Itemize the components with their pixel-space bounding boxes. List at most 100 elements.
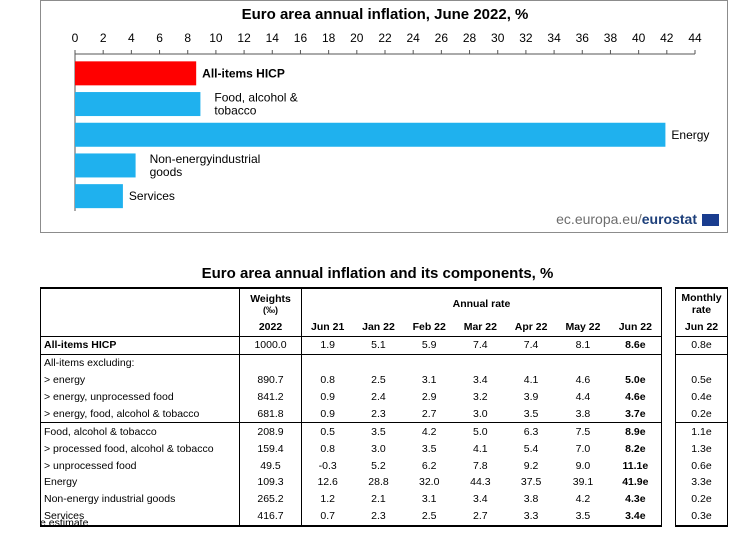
monthly-cell: 0.2e: [675, 490, 728, 508]
period-header: May 22: [556, 319, 610, 337]
rate-cell: 44.3: [470, 476, 491, 489]
weight-cell: 841.2: [239, 388, 303, 406]
header-blank: [40, 319, 240, 337]
monthly-cell: 1.3e: [675, 440, 728, 458]
rate-cell: 3.7e: [609, 405, 662, 424]
x-tick-label: 10: [209, 31, 223, 45]
x-tick-label: 6: [156, 31, 163, 45]
table-row: 0.2e: [675, 490, 728, 508]
rate-cell: 5.9: [403, 336, 455, 355]
monthly-cell: 0.2e: [675, 405, 728, 424]
table-row: 0.6e: [675, 457, 728, 475]
rate-cell: 4.1: [523, 374, 539, 387]
weight-cell: 416.7: [239, 507, 303, 527]
eu-flag-icon: [702, 214, 719, 226]
weight-cell: 681.8: [239, 405, 303, 424]
source-credit: ec.europa.eu/eurostat: [556, 211, 697, 227]
row-label: All-items HICP: [40, 336, 240, 355]
rate-cell: 3.1: [421, 374, 437, 387]
rate-cell: 3.5: [505, 405, 557, 424]
table-row: > energy 890.7 0.8 2.5 3.1 3.4 4.1 4.6 5.0e: [40, 371, 662, 389]
x-tick-label: 44: [688, 31, 702, 45]
x-tick-label: 18: [322, 31, 336, 45]
row-label: > unprocessed food: [40, 457, 240, 475]
bar: [75, 184, 123, 209]
monthly-rate-table: Monthly rate Jun 22 0.8e 0.5e 0.4e 0.2e 1.1e 1.3…: [675, 287, 728, 527]
rate-cell: 3.2: [473, 391, 488, 403]
monthly-cell: 0.4e: [675, 388, 728, 406]
rate-cell: 11.1e: [609, 457, 662, 475]
table-row: > processed food, alcohol & tobacco 159.4…: [40, 440, 662, 458]
monthly-cell: 3.3e: [675, 474, 728, 491]
rate-cell: 7.4: [505, 336, 557, 355]
weights-unit-label: (‰): [263, 305, 279, 315]
table-row: Jun 22: [675, 319, 728, 337]
bar-label: All-items HICP: [202, 66, 285, 80]
chart-panel: 0 2 4 6 8 10 12 14 16 18 20 22 24 26 28 30 32 34 36 38 40 42 4…: [40, 0, 728, 233]
rate-cell: 0.7: [301, 507, 354, 527]
table-row: Monthly rate: [675, 287, 728, 319]
rate-cell: 2.1: [371, 493, 386, 506]
table-row: 1.1e: [675, 422, 728, 441]
source-brand: eurostat: [641, 211, 697, 227]
chart-title: Euro area annual inflation, June 2022, %: [241, 6, 529, 23]
rate-cell: 6.3: [523, 425, 539, 438]
x-tick-label: 20: [350, 31, 364, 45]
bar-label: Food, alcohol &: [214, 91, 297, 105]
monthly-cell: 0.3e: [675, 507, 728, 527]
x-tick-label: 38: [604, 31, 618, 45]
row-label: Services: [40, 507, 240, 527]
row-label: All-items excluding:: [40, 354, 240, 372]
rate-cell: 3.4: [473, 493, 488, 506]
x-tick-label: 4: [128, 31, 135, 45]
table-row: Energy 109.3 12.6 28.8 32.0 44.3 37.5 39.1 41.9e: [40, 474, 662, 491]
weight-cell: 159.4: [239, 440, 303, 458]
rate-cell: 0.8: [320, 442, 335, 455]
table-row: Weights (‰) Annual rate: [40, 287, 662, 319]
rate-cell: 2.7: [454, 507, 506, 527]
bar-chart: 0 2 4 6 8 10 12 14 16 18 20 22 24 26 28 30 32 34 36 38 40 42 4…: [72, 31, 709, 211]
rate-cell: 0.8: [320, 374, 335, 387]
rate-cell: 1.2: [320, 493, 335, 506]
rate-cell: 2.9: [421, 391, 437, 403]
rate-cell: 0.9: [320, 391, 335, 403]
rate-cell: 1.9: [301, 336, 354, 355]
x-tick-label: 32: [519, 31, 533, 45]
table-row: Services 416.7 0.7 2.3 2.5 2.7 3.3 3.5 3.4e: [40, 507, 662, 527]
table-row: All-items excluding:: [40, 354, 662, 372]
monthly-header: Monthly rate: [675, 287, 728, 319]
rate-cell: 9.0: [575, 459, 591, 472]
rate-cell: 2.5: [403, 507, 455, 527]
rate-cell: 32.0: [419, 476, 440, 489]
rate-cell: 3.0: [454, 405, 506, 424]
bar-label: goods: [150, 165, 183, 179]
rate-cell: 4.6e: [609, 388, 662, 406]
x-tick-label: 36: [576, 31, 590, 45]
bar-label: Non-energyindustrial: [150, 152, 261, 166]
rate-cell: 4.2: [575, 493, 591, 506]
row-label: Energy: [40, 474, 240, 491]
period-header: Jan 22: [353, 319, 404, 337]
source-url: ec.europa.eu/: [556, 211, 642, 227]
rate-cell: 7.0: [575, 442, 591, 455]
rate-cell: 41.9e: [609, 474, 662, 491]
rate-cell: 4.3e: [609, 490, 662, 508]
table-row: Food, alcohol & tobacco 208.9 0.5 3.5 4.2 5.0…: [40, 422, 662, 441]
x-tick-label: 34: [547, 31, 561, 45]
rate-cell: 8.6e: [609, 336, 662, 355]
rate-cell: 3.5: [421, 442, 437, 455]
rate-cell: -0.3: [318, 459, 337, 472]
rate-cell: 3.4e: [609, 507, 662, 527]
x-tick-label: 22: [378, 31, 392, 45]
row-label: > processed food, alcohol & tobacco: [40, 440, 240, 458]
rate-cell: [506, 354, 556, 371]
table-row: 1.3e: [675, 440, 728, 458]
rate-cell: 12.6: [317, 476, 338, 489]
monthly-cell: 0.8e: [675, 336, 728, 355]
x-tick-label: 14: [266, 31, 280, 45]
x-tick-label: 2: [100, 31, 107, 45]
row-label: > energy, food, alcohol & tobacco: [40, 405, 240, 424]
rate-cell: 3.4: [473, 374, 488, 387]
bar: [75, 92, 201, 117]
rate-cell: 8.1: [556, 336, 610, 355]
